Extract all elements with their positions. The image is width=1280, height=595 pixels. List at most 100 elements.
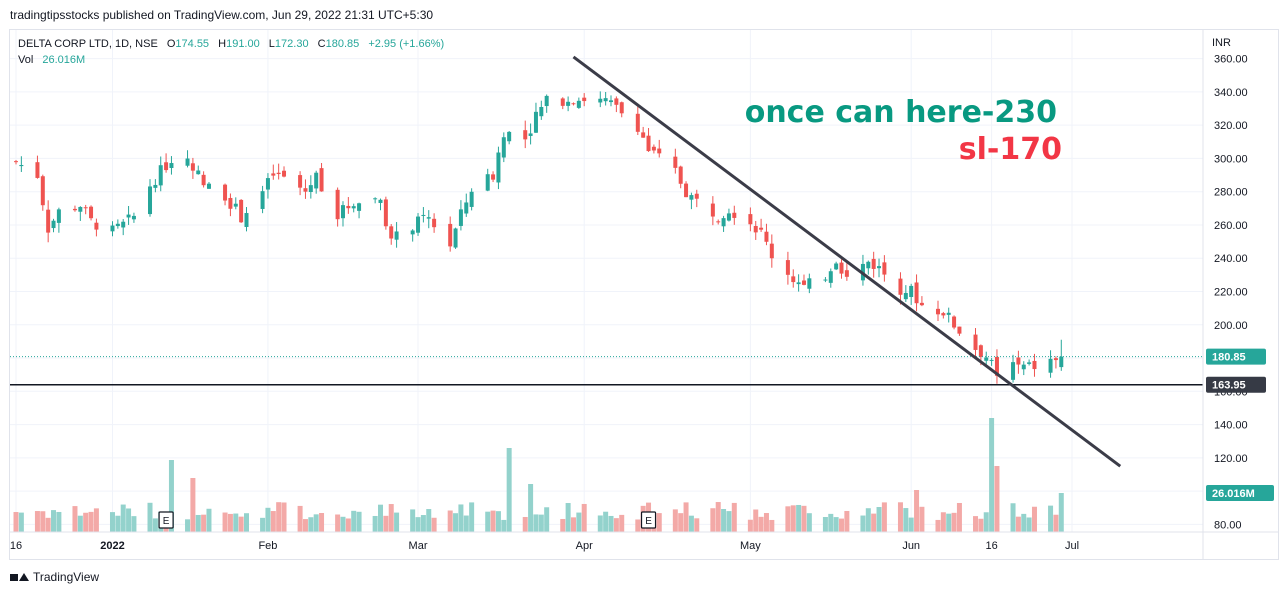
candle[interactable] [791, 269, 796, 288]
candle[interactable] [126, 205, 131, 225]
candle[interactable] [35, 155, 40, 179]
candle[interactable] [383, 196, 388, 230]
candle[interactable] [678, 165, 683, 189]
candle[interactable] [839, 259, 844, 279]
candle[interactable] [148, 179, 153, 217]
candle[interactable] [115, 219, 120, 229]
candle[interactable] [528, 123, 533, 145]
candle[interactable] [351, 203, 356, 213]
candle[interactable] [694, 189, 699, 208]
candle[interactable] [860, 254, 865, 286]
candle[interactable] [673, 148, 678, 174]
candle[interactable] [598, 91, 603, 108]
candle[interactable] [710, 196, 715, 226]
candle[interactable] [684, 181, 689, 198]
candle[interactable] [394, 222, 399, 248]
candle[interactable] [523, 120, 528, 149]
candle[interactable] [759, 218, 764, 232]
candle[interactable] [1059, 339, 1064, 371]
candle[interactable] [769, 234, 774, 268]
candle[interactable] [271, 164, 276, 180]
candle[interactable] [448, 216, 453, 252]
candle[interactable] [206, 182, 211, 189]
candle[interactable] [560, 97, 565, 110]
candle[interactable] [491, 171, 496, 183]
candle[interactable] [346, 197, 351, 214]
candle[interactable] [764, 223, 769, 246]
candle[interactable] [496, 146, 501, 190]
candle[interactable] [51, 218, 56, 233]
candle[interactable] [131, 212, 136, 223]
candle[interactable] [169, 156, 174, 175]
candle[interactable] [453, 227, 458, 249]
candle[interactable] [276, 163, 281, 180]
candle[interactable] [935, 300, 940, 321]
candle[interactable] [260, 185, 265, 214]
candle[interactable] [389, 224, 394, 245]
candle[interactable] [469, 188, 474, 211]
candle[interactable] [314, 170, 319, 194]
candle[interactable] [716, 219, 721, 225]
candle[interactable] [1053, 356, 1058, 369]
candle[interactable] [533, 102, 538, 133]
candle[interactable] [340, 201, 345, 227]
candle[interactable] [576, 97, 581, 109]
candle[interactable] [1027, 359, 1032, 366]
candle[interactable] [1021, 361, 1026, 376]
candle[interactable] [110, 221, 115, 237]
earnings-marker[interactable]: E [640, 511, 657, 529]
candle[interactable] [796, 274, 801, 292]
candle[interactable] [303, 179, 308, 199]
candle[interactable] [544, 94, 549, 113]
candle[interactable] [1032, 353, 1037, 377]
candle[interactable] [19, 156, 24, 172]
candle[interactable] [335, 187, 340, 227]
candle[interactable] [56, 207, 61, 233]
candle[interactable] [882, 255, 887, 282]
candle[interactable] [319, 162, 324, 192]
candle[interactable] [485, 168, 490, 192]
candle[interactable] [721, 215, 726, 232]
candle[interactable] [989, 358, 994, 366]
candle[interactable] [973, 328, 978, 359]
candle[interactable] [909, 283, 914, 305]
candle[interactable] [726, 208, 731, 222]
candle[interactable] [228, 193, 233, 217]
candle[interactable] [233, 197, 238, 210]
candle[interactable] [464, 193, 469, 217]
candle[interactable] [158, 156, 163, 192]
candle[interactable] [78, 206, 83, 221]
candle[interactable] [582, 93, 587, 107]
candle[interactable] [244, 207, 249, 232]
candle[interactable] [190, 157, 195, 179]
candle[interactable] [164, 153, 169, 173]
candle[interactable] [871, 251, 876, 278]
candle[interactable] [619, 101, 624, 118]
candle[interactable] [421, 207, 426, 223]
candle[interactable] [834, 261, 839, 271]
candle[interactable] [646, 128, 651, 152]
candle[interactable] [614, 96, 619, 113]
candle[interactable] [635, 106, 640, 136]
candle[interactable] [298, 171, 303, 196]
candle[interactable] [201, 171, 206, 188]
candle[interactable] [898, 272, 903, 305]
candle[interactable] [357, 202, 362, 219]
candle[interactable] [952, 315, 957, 330]
candle[interactable] [89, 205, 94, 221]
candle[interactable] [785, 251, 790, 285]
candle[interactable] [223, 183, 228, 206]
candle[interactable] [866, 260, 871, 275]
candle[interactable] [121, 219, 126, 236]
candle[interactable] [651, 144, 656, 154]
candle[interactable] [748, 207, 753, 232]
candle[interactable] [265, 173, 270, 199]
candle[interactable] [919, 296, 924, 307]
candle[interactable] [153, 179, 158, 193]
candle[interactable] [801, 274, 806, 286]
candle[interactable] [946, 307, 951, 323]
candle[interactable] [282, 166, 287, 178]
candle[interactable] [1011, 354, 1016, 383]
candle[interactable] [941, 311, 946, 319]
candle[interactable] [823, 277, 828, 283]
